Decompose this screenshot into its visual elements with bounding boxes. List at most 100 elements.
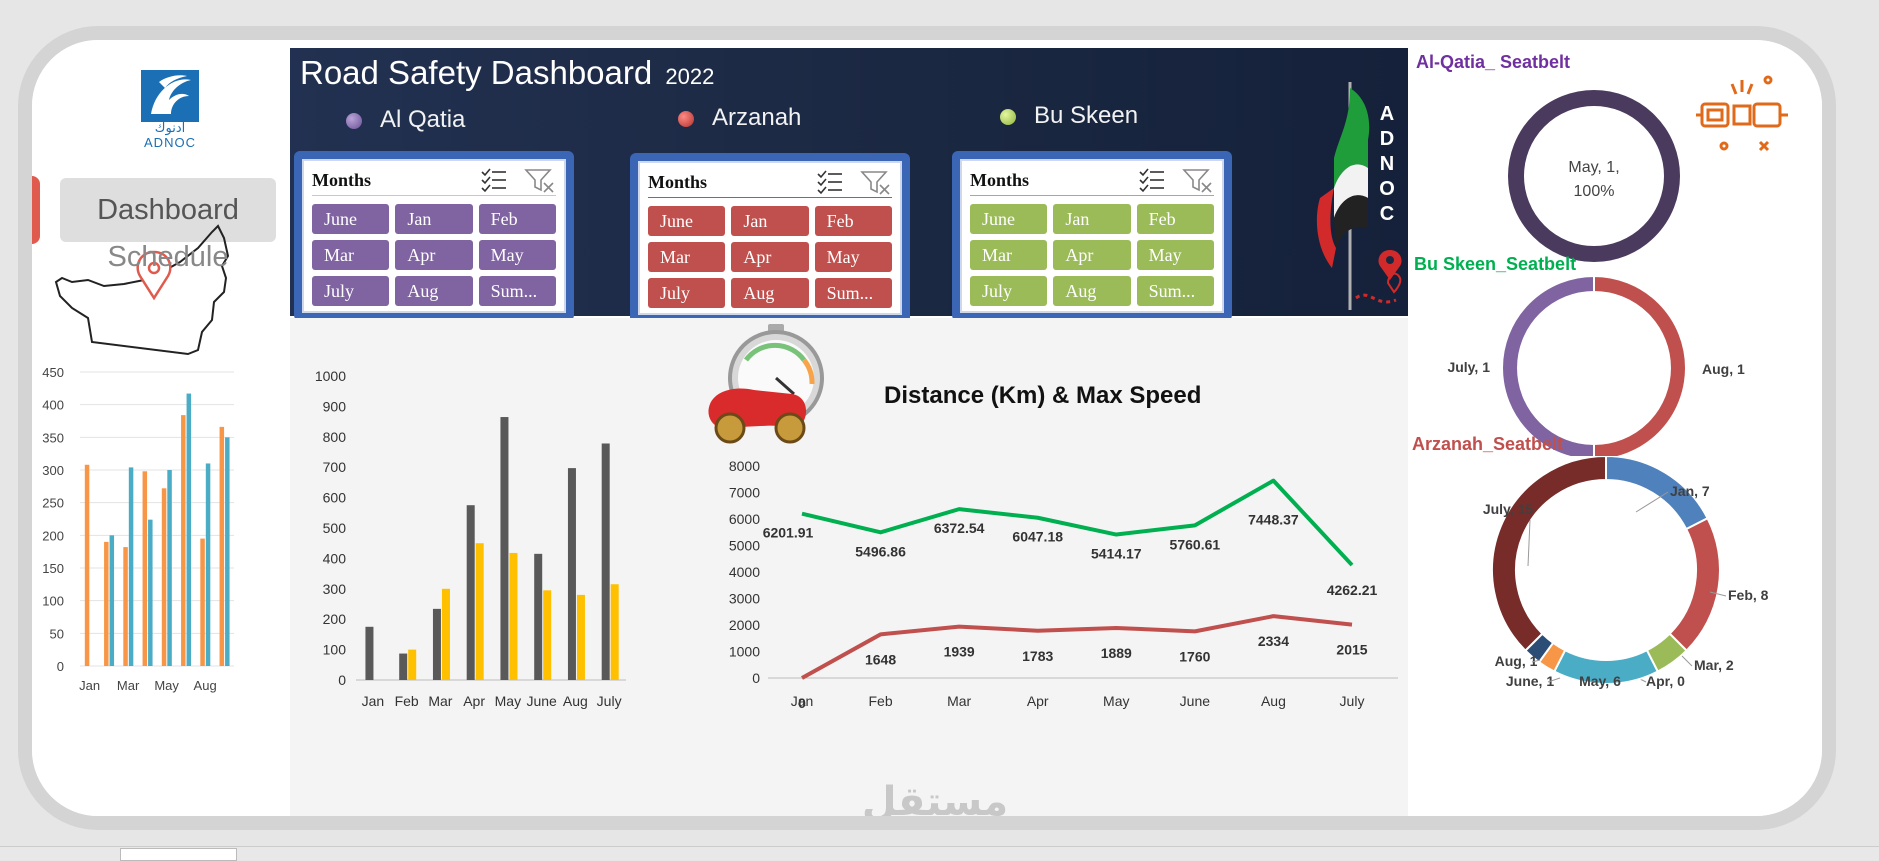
y-tick-label: 450 [42, 365, 64, 380]
slicer-item-july[interactable]: July [970, 276, 1048, 306]
slicer-item-may[interactable]: May [1136, 240, 1214, 270]
slicer-item-mar[interactable]: Mar [648, 242, 726, 272]
uae-flag-icon [1310, 78, 1406, 310]
bar [161, 488, 167, 666]
bar [167, 470, 172, 666]
slicer-item-jan[interactable]: Jan [731, 206, 809, 236]
slicer-header: Months [648, 167, 892, 198]
slice-label: May, 6 [1579, 673, 1621, 689]
bar [475, 543, 484, 680]
slice-label: Mar, 2 [1694, 657, 1734, 673]
region-name-arzanah: Arzanah [712, 104, 802, 131]
x-tick-label: July [1340, 693, 1365, 709]
watermark: مستقل mostaql.com [837, 782, 1033, 816]
data-label: 2334 [1258, 633, 1289, 649]
bar [142, 471, 148, 666]
arzanah-seatbelt-title: Arzanah_Seatbelt [1412, 434, 1564, 454]
x-tick-label: Mar [947, 693, 971, 709]
x-tick-label: Apr [463, 693, 485, 709]
slicer-item-may[interactable]: May [814, 242, 892, 272]
slicer-items: June Jan Feb Mar Apr May July Aug Sum... [312, 204, 556, 306]
x-tick-label: Aug [1261, 693, 1286, 709]
slicer-item-apr[interactable]: Apr [731, 242, 809, 272]
bar [186, 393, 192, 666]
bar [104, 541, 109, 666]
donut-slice [1668, 516, 1721, 653]
y-tick-label: 200 [42, 528, 64, 543]
y-tick-label: 800 [323, 429, 347, 445]
clear-filter-icon[interactable] [1182, 169, 1212, 193]
slicer-item-jan[interactable]: Jan [1053, 204, 1131, 234]
region-name-alqatia: Al Qatia [380, 106, 466, 133]
logo-english: ADNOC [144, 135, 196, 150]
y-tick-label: 400 [42, 398, 64, 413]
slicer-item-aug[interactable]: Aug [731, 278, 809, 308]
brand-letter: D [1379, 128, 1395, 150]
speedometer-car-icon [708, 324, 824, 444]
slicer-arzanah: Months [630, 153, 910, 323]
x-tick-label: June [526, 693, 557, 709]
y-tick-label: 0 [57, 659, 64, 674]
slicer-body: Months [960, 159, 1224, 313]
bar [601, 443, 610, 680]
dashboard-header: Road Safety Dashboard 2022 Al Qatia Arza… [290, 48, 1408, 323]
x-tick-label: May [154, 678, 179, 693]
slicer-item-june[interactable]: June [648, 206, 726, 236]
y-tick-label: 50 [50, 626, 64, 641]
bar [181, 415, 186, 666]
y-tick-label: 350 [42, 430, 64, 445]
dashboard-frame: أدنوك ADNOC Dashboard Schedule 0 50 100 150… [18, 26, 1836, 830]
bar [219, 426, 225, 666]
slicer-item-aug[interactable]: Aug [1053, 276, 1131, 306]
slicer-item-feb[interactable]: Feb [814, 206, 892, 236]
sheet-tab[interactable] [120, 848, 237, 861]
multiselect-icon[interactable] [817, 170, 842, 195]
slice-label: June, 1 [1506, 673, 1554, 689]
x-tick-label: May [1103, 693, 1129, 709]
max-speed-line [801, 614, 1353, 680]
slicer-item-summer[interactable]: Sum... [814, 278, 892, 308]
bar [543, 590, 552, 680]
alqatia-seatbelt-donut: May, 1, 100% [1508, 90, 1680, 262]
slicer-item-june[interactable]: June [970, 204, 1048, 234]
slicer-item-summer[interactable]: Sum... [478, 276, 556, 306]
bar [408, 649, 417, 680]
clear-filter-icon[interactable] [524, 169, 554, 193]
multiselect-icon[interactable] [481, 168, 506, 193]
y-tick-label: 100 [323, 642, 347, 658]
y-tick-label: 250 [42, 496, 64, 511]
x-tick-label: Jan [79, 678, 100, 693]
nav-dashboard-button[interactable]: Dashboard [60, 178, 276, 242]
slicer-item-feb[interactable]: Feb [478, 204, 556, 234]
page-title: Road Safety Dashboard 2022 [300, 54, 714, 92]
slicer-item-mar[interactable]: Mar [312, 240, 390, 270]
x-tick-label: Aug [194, 678, 217, 693]
bar [109, 535, 115, 666]
slicer-item-apr[interactable]: Apr [395, 240, 473, 270]
leader-line [1681, 655, 1693, 667]
x-tick-label: Jan [791, 693, 814, 709]
slicer-item-aug[interactable]: Aug [395, 276, 473, 306]
center-label: 100% [1574, 183, 1615, 200]
buskeen-seatbelt-title: Bu Skeen_Seatbelt [1414, 254, 1577, 274]
center-label: May, 1, [1568, 159, 1619, 176]
slicer-item-feb[interactable]: Feb [1136, 204, 1214, 234]
slicer-item-july[interactable]: July [648, 278, 726, 308]
slicer-item-summer[interactable]: Sum... [1136, 276, 1214, 306]
y-tick-label: 6000 [729, 511, 760, 527]
data-label: 2015 [1336, 642, 1367, 658]
slicer-item-jan[interactable]: Jan [395, 204, 473, 234]
slicer-item-apr[interactable]: Apr [1053, 240, 1131, 270]
nav-schedule-button[interactable]: Schedule [107, 241, 229, 273]
data-label: 1939 [944, 644, 975, 660]
slicer-header: Months [312, 165, 556, 196]
slicer-item-july[interactable]: July [312, 276, 390, 306]
adnoc-logo-icon [141, 70, 199, 122]
arzanah-seatbelt-donut: Jan, 7 Feb, 8 Mar, 2 Apr, 0 May, 6 June, 1 Aug… [1483, 456, 1769, 689]
slicer-item-may[interactable]: May [478, 240, 556, 270]
slicer-item-june[interactable]: June [312, 204, 390, 234]
multiselect-icon[interactable] [1139, 168, 1164, 193]
slicer-item-mar[interactable]: Mar [970, 240, 1048, 270]
clear-filter-icon[interactable] [860, 171, 890, 195]
left-sidebar: أدنوك ADNOC Dashboard Schedule 0 50 100 150… [32, 40, 288, 816]
